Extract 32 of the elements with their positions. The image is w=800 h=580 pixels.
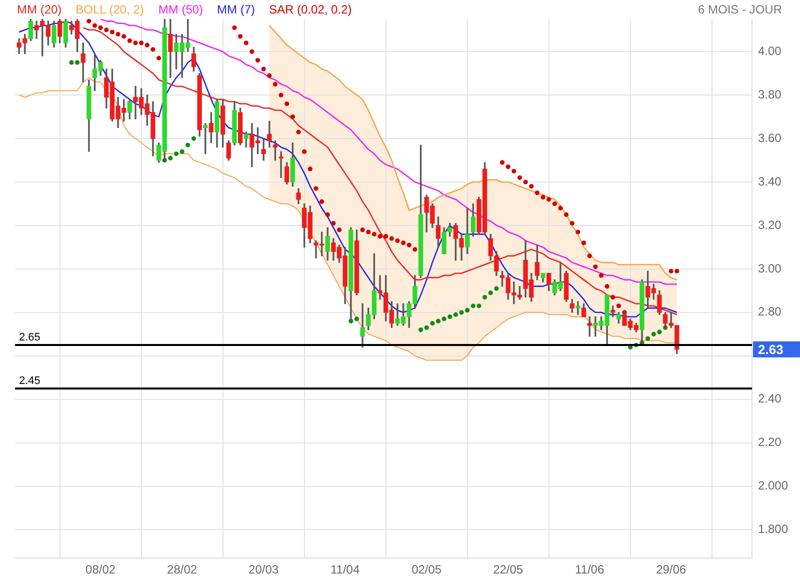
x-tick-label: 29/06: [656, 562, 686, 577]
x-tick-label: 11/04: [330, 562, 360, 577]
text: MM (7): [217, 2, 256, 16]
y-tick-label: 2.40: [758, 392, 782, 406]
y-tick-label: 2.000: [758, 478, 788, 493]
candlestick: [576, 301, 580, 315]
x-tick-label: 08/02: [86, 562, 116, 577]
y-tick-label: 1.800: [758, 522, 788, 536]
x-tick-label: 28/02: [167, 562, 198, 577]
candlestick: [360, 303, 365, 348]
y-tick-label: 3.40: [758, 174, 782, 188]
text: 6 MOIS - JOUR: [698, 2, 782, 16]
y-tick-label: 3.20: [758, 218, 782, 232]
series-label: MM (50): [158, 2, 204, 16]
x-tick-label: 11/06: [575, 562, 604, 577]
y-tick-label: 3.00: [758, 261, 782, 276]
candlestick: [278, 151, 284, 178]
y-tick-label: 2.20: [758, 435, 782, 450]
text: MM (20): [17, 2, 62, 16]
text: 2.63: [758, 342, 784, 357]
x-tick-label: 22/05: [493, 562, 524, 577]
x-tick-label: 02/05: [412, 562, 442, 577]
y-tick-label: 4.00: [758, 44, 782, 58]
y-tick-label: 2.80: [758, 304, 782, 319]
text: SAR (0.02, 0.2): [269, 2, 352, 16]
x-tick-label: 20/03: [248, 562, 279, 577]
ref-line-label: 2.65: [19, 332, 40, 344]
candlestick: [261, 138, 266, 161]
text: BOLL (20, 2): [76, 2, 144, 16]
ref-line-label: 2.45: [19, 375, 40, 388]
y-tick-label: 3.60: [758, 130, 782, 145]
y-tick-label: 3.80: [758, 87, 782, 102]
